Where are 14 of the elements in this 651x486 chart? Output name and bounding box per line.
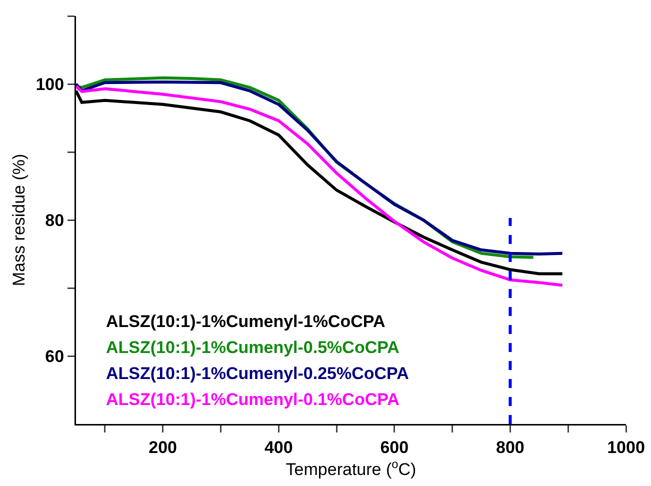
- x-tick-label: 600: [380, 438, 409, 457]
- y-tick-label: 60: [45, 346, 64, 366]
- text: ALSZ(10:1)-1%Cumenyl-0.1%CoCPA: [106, 390, 400, 409]
- text: ALSZ(10:1)-1%Cumenyl-0.25%CoCPA: [106, 364, 409, 383]
- x-tick-label: 800: [496, 438, 524, 457]
- y-tick-label: 100: [36, 74, 64, 94]
- x-tick-label: 400: [264, 438, 293, 457]
- text: ALSZ(10:1)-1%Cumenyl-0.5%CoCPA: [106, 338, 400, 357]
- x-tick-label: 1000: [607, 438, 645, 457]
- y-tick-label: 80: [45, 210, 64, 230]
- y-axis-title: Mass residue (%): [10, 154, 29, 286]
- text: ALSZ(10:1)-1%Cumenyl-1%CoCPA: [106, 312, 386, 331]
- x-tick-label: 200: [148, 438, 178, 457]
- x-axis-title: Temperature ($^{o}$C): [286, 456, 416, 480]
